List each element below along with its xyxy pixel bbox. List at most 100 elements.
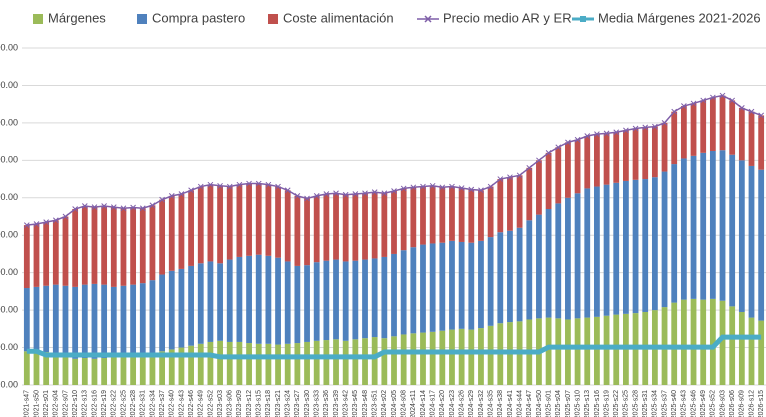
bar-segment <box>632 179 639 314</box>
bar-segment <box>680 158 687 300</box>
legend-marker <box>580 16 586 22</box>
bar-segment <box>487 325 494 385</box>
bar-segment <box>101 284 108 359</box>
line-marker <box>400 185 407 192</box>
legend-marker <box>424 15 432 23</box>
bar-segment <box>217 263 223 341</box>
bar-segment <box>139 208 146 284</box>
bar-segment <box>294 343 301 385</box>
line-marker <box>217 182 223 189</box>
bar-segment <box>574 318 581 385</box>
bar-segment <box>178 268 185 348</box>
legend-label: Compra pastero <box>152 10 245 25</box>
bar-segment <box>207 261 214 342</box>
x-tick-label: 2024-s50 <box>536 390 543 417</box>
y-tick-label: 300.00 <box>0 267 18 277</box>
x-tick-label: 2024-s02 <box>381 390 388 417</box>
x-tick-label: 2024-s20 <box>439 390 446 417</box>
line-marker <box>584 133 591 139</box>
bar-segment <box>81 206 88 285</box>
x-tick-label: 2025-s10 <box>574 390 581 417</box>
bar-segment <box>709 150 716 299</box>
line-marker <box>33 221 40 227</box>
line-marker <box>391 188 397 194</box>
bar-segment <box>149 280 156 354</box>
y-tick-label: 500.00 <box>0 192 18 202</box>
x-tick-label: 2023-s51 <box>372 390 379 417</box>
bar-segment <box>120 355 127 385</box>
x-tick-label: 2022-s37 <box>159 390 166 417</box>
bar-segment <box>526 167 533 221</box>
bar-segment <box>709 97 716 151</box>
line-marker <box>120 205 127 212</box>
bar-segment <box>574 193 581 319</box>
line-marker <box>362 190 368 197</box>
bar-segment <box>236 184 243 257</box>
line-marker <box>661 120 668 126</box>
bar-segment <box>468 189 475 243</box>
legend-label: Márgenes <box>48 10 106 25</box>
bar-segment <box>284 190 291 262</box>
line-marker <box>23 222 30 228</box>
x-tick-label: 2024-s08 <box>401 390 408 417</box>
x-tick-label: 2025-s22 <box>613 390 620 417</box>
bar-segment <box>381 193 388 257</box>
bar-segment <box>748 111 755 166</box>
bar-segment <box>516 175 523 228</box>
bar-segment <box>236 256 243 342</box>
y-tick-label: 0.00 <box>0 379 18 389</box>
line-marker <box>410 184 417 191</box>
line-marker <box>420 183 426 190</box>
bar-segment <box>246 343 252 385</box>
x-tick-label: 2025-s19 <box>603 390 610 417</box>
bar-segment <box>91 207 98 284</box>
line-marker <box>236 181 243 188</box>
bar-segment <box>468 329 475 385</box>
bar-segment <box>362 259 368 339</box>
line-marker <box>371 189 378 196</box>
bar-segment <box>236 341 243 385</box>
x-tick-label: 2025-s16 <box>594 390 601 417</box>
line-marker <box>738 105 745 111</box>
bar-segment <box>33 223 40 287</box>
line-marker <box>207 181 214 188</box>
line-marker <box>101 203 107 209</box>
bar-segment <box>565 197 571 320</box>
bar-segment <box>738 160 745 312</box>
line-marker <box>284 187 291 194</box>
bar-segment <box>265 255 272 344</box>
line-marker <box>710 94 716 101</box>
bar-segment <box>439 242 446 331</box>
bar-segment <box>690 298 697 385</box>
x-tick-label: 2025-s40 <box>671 390 678 417</box>
bar-segment <box>120 208 127 286</box>
bar-segment <box>400 250 407 335</box>
bar-segment <box>536 214 542 319</box>
y-tick-label: 900.00 <box>0 42 18 52</box>
bar-segment <box>313 262 320 341</box>
bar-segment <box>429 243 436 332</box>
x-tick-label: 2023-s45 <box>352 390 359 417</box>
bar-segment <box>758 169 765 321</box>
bar-segment <box>594 134 600 187</box>
bar-segment <box>594 316 600 385</box>
bar-segment <box>130 356 137 385</box>
bar-segment <box>439 187 446 243</box>
bar-segment <box>217 185 223 264</box>
x-tick-label: 2023-s09 <box>236 390 243 417</box>
line-marker <box>313 193 320 199</box>
bar-segment <box>603 133 610 185</box>
bar-segment <box>188 345 194 385</box>
bar-segment <box>265 184 272 256</box>
bar-segment <box>72 286 79 359</box>
bar-segment <box>168 195 175 271</box>
x-tick-label: 2023-s39 <box>333 390 340 417</box>
bar-segment <box>690 155 697 299</box>
line-marker <box>497 176 504 182</box>
x-tick-label: 2025-s13 <box>584 390 591 417</box>
line-marker <box>671 108 678 115</box>
bar-segment <box>429 331 436 385</box>
bar-segment <box>497 232 504 324</box>
x-tick-label: 2022-s10 <box>72 390 79 417</box>
x-tick-label: 2022-s52 <box>207 390 214 417</box>
